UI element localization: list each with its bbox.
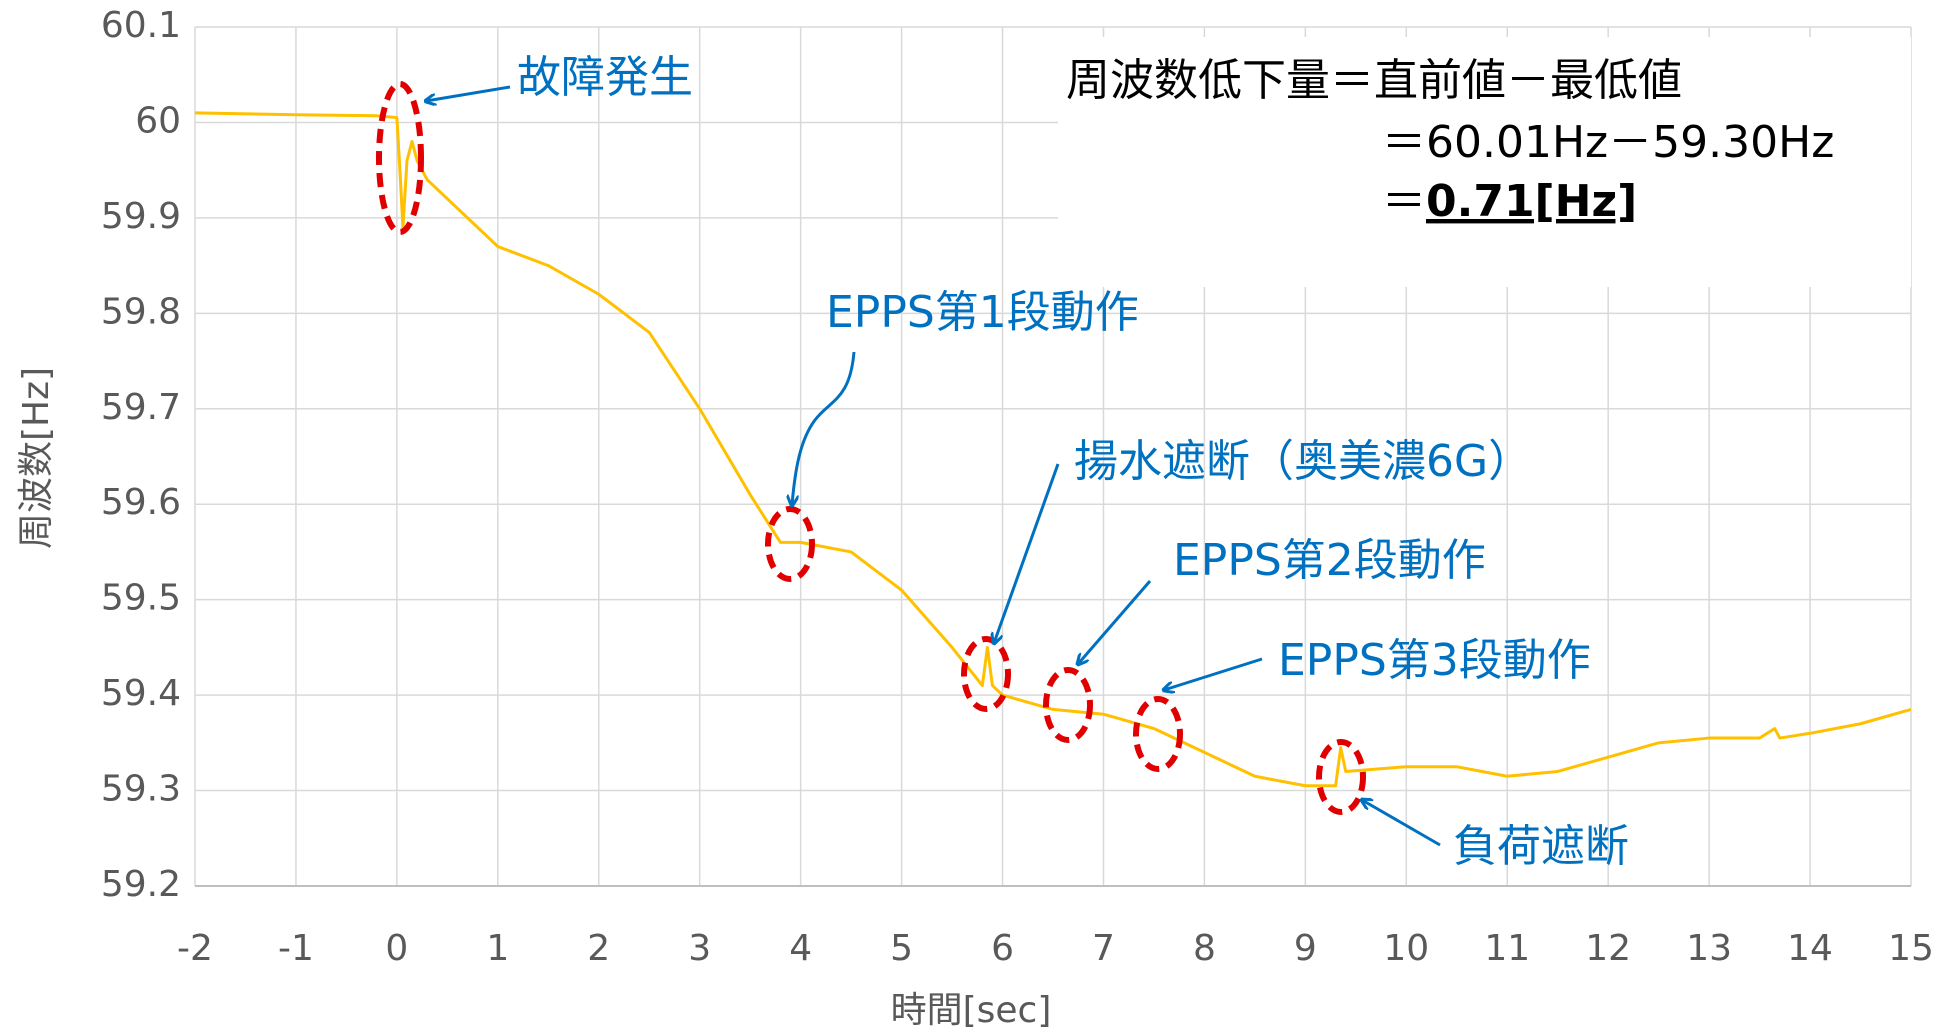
y-tick-label: 60 (135, 100, 181, 141)
formula-line: ＝60.01Hz－59.30Hz (1382, 117, 1834, 168)
x-tick-label: 13 (1686, 928, 1732, 969)
x-tick-label: 5 (890, 928, 913, 969)
highlight (376, 81, 424, 235)
arrow (994, 463, 1060, 643)
formula-line: 周波数低下量＝直前値－最低値 (1066, 55, 1682, 106)
x-tick-label: 8 (1193, 928, 1216, 969)
y-tick-label: 59.5 (101, 578, 181, 619)
y-tick-label: 59.2 (101, 864, 181, 905)
x-tick-label: 7 (1092, 928, 1115, 969)
y-tick-label: 59.6 (101, 482, 181, 523)
x-tick-label: 9 (1294, 928, 1317, 969)
y-tick-label: 59.3 (101, 769, 181, 810)
formula-result: 0.71[Hz] (1426, 176, 1637, 227)
data-line (194, 111, 1912, 788)
x-tick-label: -1 (278, 928, 314, 969)
x-tick-label: 4 (789, 928, 812, 969)
x-tick-label: -2 (177, 928, 213, 969)
formula-eq: ＝ (1382, 176, 1426, 227)
formula-box (1058, 37, 1911, 287)
annotation: 揚水遮断（奥美濃6G） (1074, 436, 1532, 487)
y-axis-title: 周波数[Hz] (16, 367, 57, 549)
highlight (1316, 739, 1366, 815)
arrow (792, 351, 856, 505)
y-tick-label: 59.7 (101, 387, 181, 428)
x-tick-label: 12 (1585, 928, 1631, 969)
x-tick-label: 15 (1888, 928, 1934, 969)
annotation: 故障発生 (517, 52, 693, 103)
x-tick-label: 6 (991, 928, 1014, 969)
annotation: EPPS第2段動作 (1173, 535, 1486, 586)
formula-line: ＝0.71[Hz] (1382, 176, 1637, 227)
x-tick-label: 11 (1484, 928, 1530, 969)
annotation: EPPS第3段動作 (1278, 635, 1591, 686)
x-tick-label: 10 (1383, 928, 1429, 969)
x-tick-label: 14 (1787, 928, 1833, 969)
highlight (961, 636, 1011, 712)
highlight (765, 506, 815, 582)
y-tick-label: 59.9 (101, 196, 181, 237)
arrow (1362, 800, 1441, 847)
y-tick-label: 60.1 (101, 5, 181, 46)
x-tick-label: 0 (385, 928, 408, 969)
arrow (426, 85, 511, 101)
x-axis-title: 時間[sec] (891, 990, 1052, 1031)
x-tick-label: 3 (688, 928, 711, 969)
arrow (1164, 657, 1263, 690)
y-tick-label: 59.8 (101, 291, 181, 332)
y-tick-label: 59.4 (101, 673, 181, 714)
highlight (1043, 667, 1093, 743)
highlight (1133, 696, 1183, 772)
plot (194, 111, 1912, 788)
annotation: EPPS第1段動作 (826, 287, 1139, 338)
x-tick-label: 1 (486, 928, 509, 969)
arrow (1078, 580, 1152, 664)
annotation: 負荷遮断 (1453, 821, 1629, 872)
x-tick-label: 2 (587, 928, 610, 969)
